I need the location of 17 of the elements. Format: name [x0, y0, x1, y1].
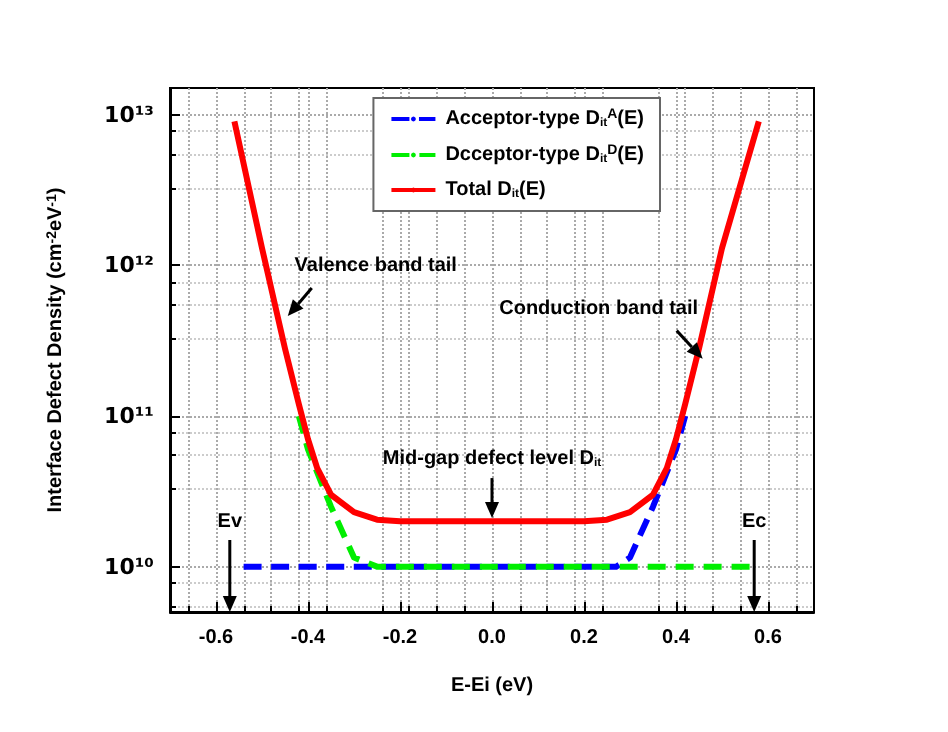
y-tick-label: 10¹³	[104, 101, 155, 128]
x-tick-label: 0.4	[662, 627, 691, 649]
x-tick-label: -0.2	[382, 627, 419, 649]
y-tick-label: 10¹¹	[104, 402, 155, 429]
x-tick-label: 0.0	[478, 627, 507, 649]
ref-line-label: Ev	[217, 511, 243, 533]
y-tick-label: 10¹²	[104, 252, 155, 279]
ref-line-label: Ec	[741, 511, 768, 533]
x-tick-label: -0.6	[198, 627, 235, 649]
line-series	[240, 412, 689, 570]
annotation: Valence band tail	[294, 255, 458, 278]
x-tick-label: 0.6	[754, 627, 783, 649]
x-tick-label: -0.4	[290, 627, 327, 649]
x-tick-label: 0.2	[570, 627, 599, 649]
annotation: Conduction band tail	[499, 297, 699, 320]
x-axis-title: E-Ei (eV)	[450, 675, 534, 697]
y-tick-label: 10¹⁰	[104, 553, 155, 580]
